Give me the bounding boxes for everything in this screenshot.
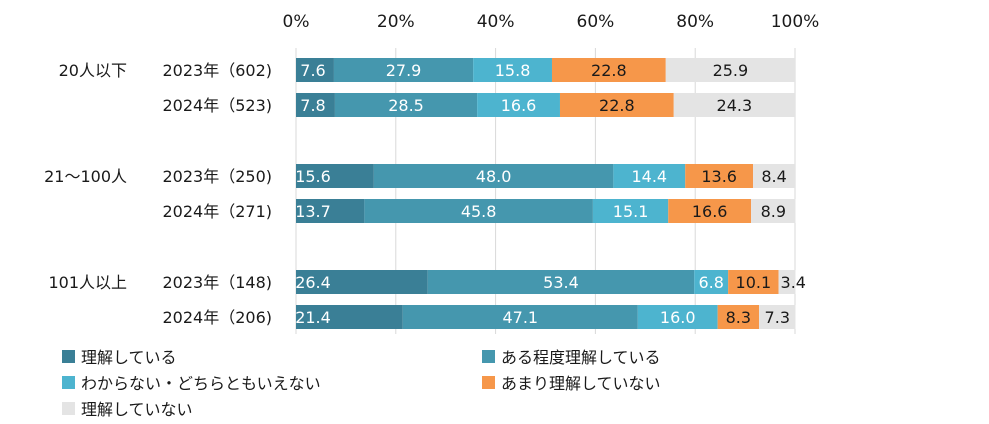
data-label: 3.4 — [781, 273, 806, 292]
data-label: 25.9 — [713, 61, 749, 80]
row-labels: 20人以下 2023年（602) 2024年（523) 21～100人 2023年（25… — [44, 61, 272, 327]
data-label: 22.8 — [591, 61, 627, 80]
data-label: 16.6 — [692, 202, 728, 221]
legend-swatch — [62, 401, 75, 415]
data-label: 16.0 — [660, 308, 696, 327]
data-label: 15.8 — [495, 61, 531, 80]
data-label: 13.7 — [295, 202, 331, 221]
data-label: 53.4 — [543, 273, 579, 292]
group-label: 21～100人 — [44, 167, 127, 186]
bars: 7.6 27.9 15.8 22.8 25.9 7.8 28.5 16.6 22.8 24.3 15… — [295, 58, 806, 329]
data-label: 8.3 — [726, 308, 751, 327]
bar-segment — [759, 305, 796, 329]
data-label: 48.0 — [476, 167, 512, 186]
bar-segment — [296, 305, 403, 329]
bar-segment — [334, 93, 478, 117]
legend-swatch — [62, 375, 75, 389]
data-label: 7.3 — [765, 308, 790, 327]
legend-swatch — [482, 349, 495, 363]
legend-item: 理解していない — [62, 396, 193, 420]
bar-segment — [296, 164, 374, 188]
x-axis-ticks: 0% 20% 40% 60% 80% 100% — [283, 12, 820, 32]
x-tick-label: 0% — [283, 12, 310, 32]
legend-label: 理解していない — [81, 400, 193, 419]
bar-segment — [778, 270, 796, 294]
data-label: 28.5 — [388, 96, 424, 115]
data-label: 8.9 — [761, 202, 786, 221]
bar-segment — [477, 93, 560, 117]
bar-segment — [717, 305, 760, 329]
data-label: 16.6 — [501, 96, 537, 115]
bar-segment — [613, 164, 686, 188]
x-tick-label: 80% — [676, 12, 714, 32]
legend-label: ある程度理解している — [501, 348, 661, 367]
row-label: 2023年（602) — [162, 61, 272, 80]
legend-item: わからない・どちらともいえない — [62, 370, 321, 394]
data-label: 27.9 — [386, 61, 422, 80]
x-tick-label: 40% — [477, 12, 515, 32]
data-label: 7.6 — [300, 61, 325, 80]
bar-segment — [559, 93, 674, 117]
x-tick-label: 20% — [377, 12, 415, 32]
data-label: 6.8 — [698, 273, 723, 292]
bar-segment — [694, 270, 729, 294]
bar-segment — [296, 58, 334, 82]
legend-label: わからない・どちらともいえない — [81, 374, 321, 393]
bar-segment — [751, 199, 796, 223]
data-label: 45.8 — [461, 202, 497, 221]
bar-segment — [668, 199, 752, 223]
legend-swatch — [62, 349, 75, 363]
data-label: 13.6 — [701, 167, 737, 186]
bar-segment — [333, 58, 474, 82]
legend-item: ある程度理解している — [482, 344, 661, 368]
row-label: 2024年（271) — [162, 202, 272, 221]
data-label: 24.3 — [717, 96, 753, 115]
bar-segment — [673, 93, 795, 117]
legend-label: 理解している — [81, 348, 177, 367]
bar-segment — [296, 199, 365, 223]
bar-segment — [364, 199, 593, 223]
legend-label: あまり理解していない — [501, 374, 661, 393]
bar-segment — [296, 93, 335, 117]
bar-segment — [296, 270, 428, 294]
bar-segment — [753, 164, 795, 188]
data-label: 14.4 — [631, 167, 667, 186]
bar-segment — [427, 270, 695, 294]
data-label: 7.8 — [300, 96, 325, 115]
group-label: 101人以上 — [48, 273, 127, 292]
bar-segment — [551, 58, 666, 82]
bar-segment — [473, 58, 552, 82]
bar-segment — [685, 164, 754, 188]
bar-segment — [665, 58, 795, 82]
bar-segment — [637, 305, 718, 329]
bar-segment — [402, 305, 638, 329]
legend-item: 理解している — [62, 344, 177, 368]
data-label: 47.1 — [502, 308, 538, 327]
bar-segment — [373, 164, 614, 188]
group-label: 20人以下 — [59, 61, 127, 80]
row-label: 2024年（523) — [162, 96, 272, 115]
legend-swatch — [482, 375, 495, 389]
row-label: 2023年（148) — [162, 273, 272, 292]
row-label: 2023年（250) — [162, 167, 272, 186]
data-label: 22.8 — [599, 96, 635, 115]
row-label: 2024年（206) — [162, 308, 272, 327]
x-tick-label: 60% — [577, 12, 615, 32]
data-label: 8.4 — [761, 167, 786, 186]
data-label: 26.4 — [295, 273, 331, 292]
data-label: 10.1 — [736, 273, 772, 292]
data-label: 15.6 — [295, 167, 331, 186]
x-tick-label: 100% — [771, 12, 820, 32]
legend-item: あまり理解していない — [482, 370, 661, 394]
data-label: 15.1 — [613, 202, 649, 221]
bar-segment — [592, 199, 669, 223]
bar-segment — [728, 270, 779, 294]
data-label: 21.4 — [295, 308, 331, 327]
